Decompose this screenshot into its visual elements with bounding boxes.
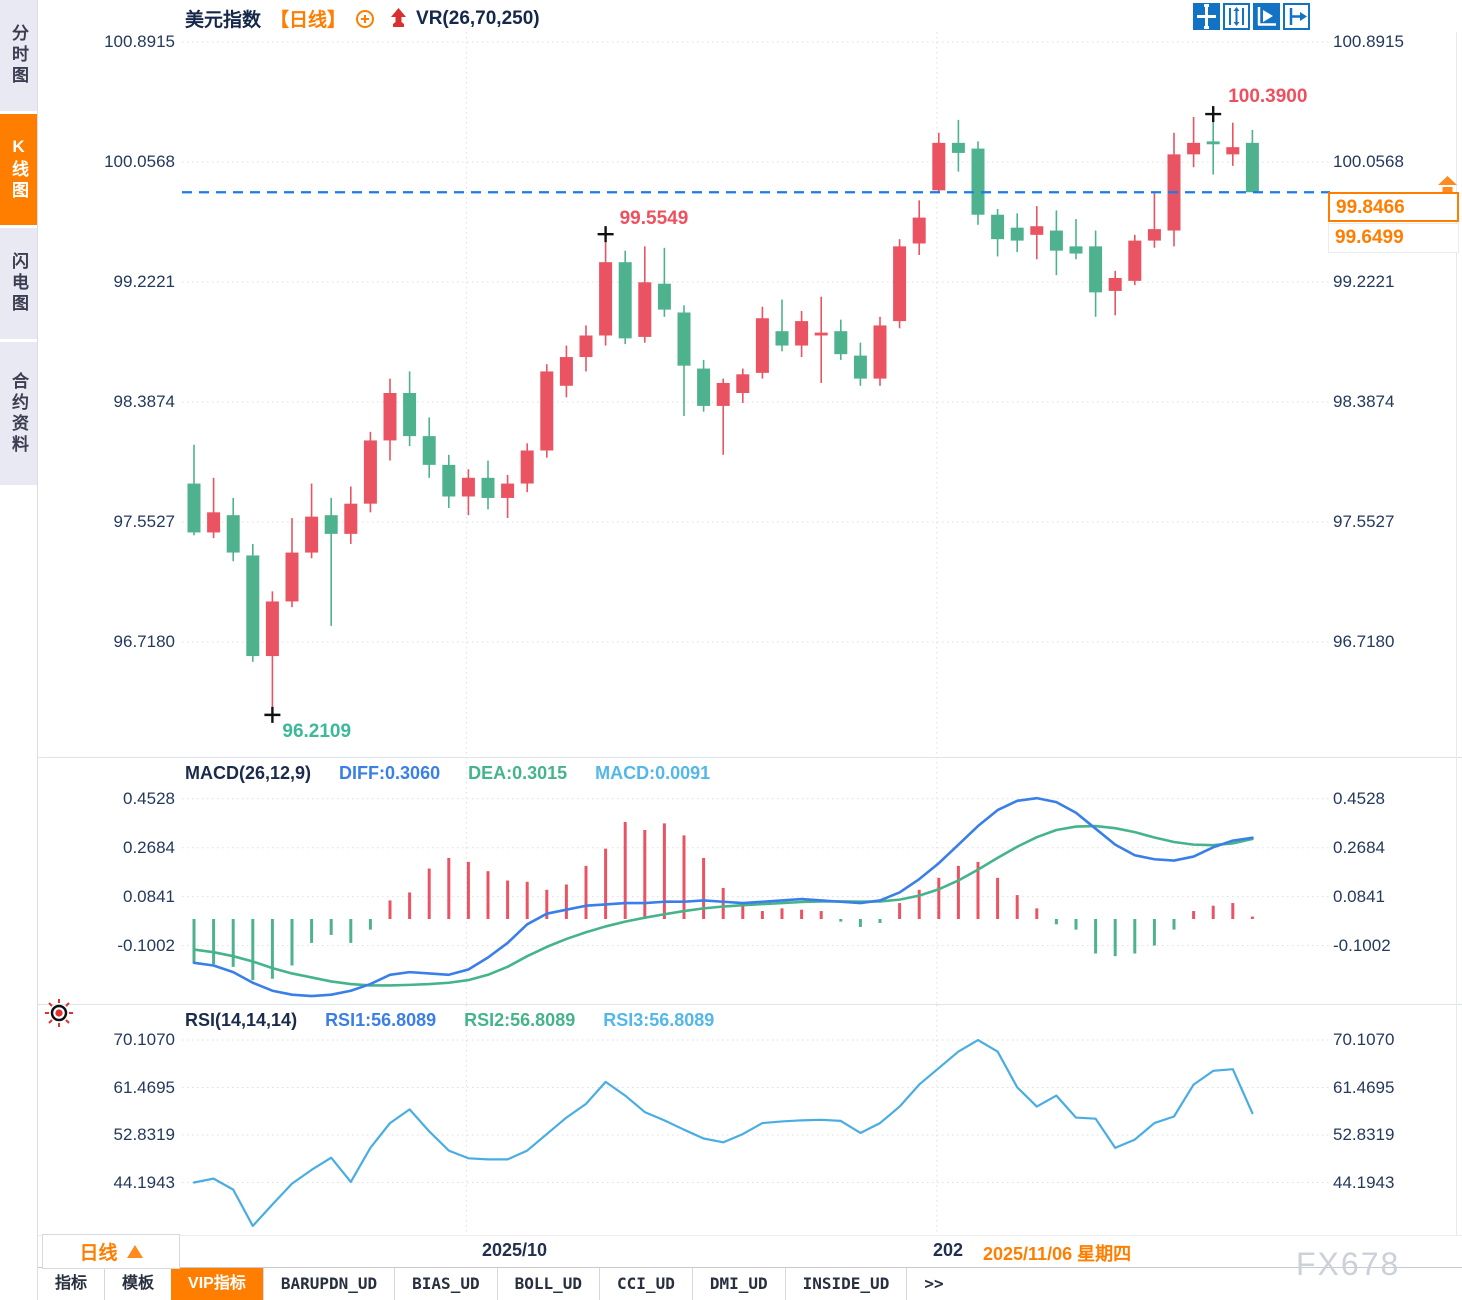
secondary-price-label: 99.6499 <box>1328 223 1459 253</box>
price-axis-label: 100.0568 <box>104 151 175 171</box>
macd-dea-value: DEA:0.3015 <box>468 763 568 783</box>
bottom-tab-vip指标[interactable]: VIP指标 <box>171 1268 263 1300</box>
macd-diff-value: DIFF:0.3060 <box>339 763 441 783</box>
bottom-tab-boll_ud[interactable]: BOLL_UD <box>496 1268 599 1300</box>
bottom-tab-inside_ud[interactable]: INSIDE_UD <box>784 1268 907 1300</box>
price-axis-label: 99.2221 <box>1333 271 1395 291</box>
sidebar-item-candlestick-chart[interactable]: K线图 <box>0 114 37 225</box>
bottom-tab-barupdn_ud[interactable]: BARUPDN_UD <box>262 1268 394 1300</box>
rsi-axis-label: 52.8319 <box>1333 1125 1395 1144</box>
bottom-tab-cci_ud[interactable]: CCI_UD <box>599 1268 692 1300</box>
time-label-partial: 202 <box>933 1240 964 1260</box>
price-axis-label: 99.2221 <box>113 271 175 291</box>
add-indicator-icon[interactable] <box>355 9 375 29</box>
time-label-current-date: 2025/11/06 星期四 <box>977 1240 1138 1266</box>
macd-axis-label: -0.1002 <box>1333 935 1391 955</box>
sidebar-item-label: 合约资料 <box>9 371 28 456</box>
sun-settings-icon[interactable] <box>44 998 74 1033</box>
vr-indicator-label[interactable]: VR(26,70,250) <box>416 7 540 29</box>
macd-axis-label: 0.4528 <box>1333 788 1385 808</box>
rsi-axis-label: 70.1070 <box>113 1030 175 1049</box>
rsi-panel[interactable] <box>182 1005 1330 1235</box>
rsi-axis-label: 61.4695 <box>113 1077 175 1097</box>
macd-title[interactable]: MACD(26,12,9) <box>185 763 312 783</box>
macd-axis-label: 0.4528 <box>123 788 175 808</box>
price-axis-label: 100.8915 <box>1333 32 1404 51</box>
price-axis-label: 97.5527 <box>1333 511 1395 531</box>
sidebar-item-label: K线图 <box>9 137 28 202</box>
chart-header: 美元指数 【日线】 VR(26,70,250) <box>185 5 540 32</box>
macd-panel[interactable] <box>182 757 1330 1005</box>
rsi-title[interactable]: RSI(14,14,14) <box>185 1010 298 1030</box>
auto-fit-icon[interactable] <box>1253 3 1280 30</box>
sidebar-item-timeshare-chart[interactable]: 分时图 <box>0 0 37 111</box>
period-tag[interactable]: 【日线】 <box>270 10 347 31</box>
sidebar-item-label: 闪电图 <box>9 252 28 315</box>
rsi-axis-label: 44.1943 <box>1333 1172 1395 1192</box>
price-axis-label: 100.0568 <box>1333 151 1404 171</box>
bottom-tab-bias_ud[interactable]: BIAS_UD <box>394 1268 496 1300</box>
rsi1-value: RSI1:56.8089 <box>325 1010 437 1030</box>
high-price-annotation: 100.3900 <box>1228 86 1308 108</box>
triangle-up-icon <box>126 1245 143 1258</box>
period-dropdown-button[interactable]: 日线 <box>42 1234 180 1269</box>
period-dropdown-label: 日线 <box>79 1243 118 1264</box>
sidebar-item-label: 分时图 <box>9 24 28 87</box>
macd-axis-label: 0.2684 <box>123 837 175 857</box>
current-price-label: 99.8466 <box>1328 192 1459 222</box>
price-axis-label: 98.3874 <box>113 391 175 411</box>
sidebar-item-lightning-chart[interactable]: 闪电图 <box>0 228 37 339</box>
rsi-axis-label: 61.4695 <box>1333 1077 1395 1097</box>
chart-toolbar <box>1193 3 1310 30</box>
rsi-label-row: RSI(14,14,14) RSI1:56.8089 RSI2:56.8089 … <box>185 1010 714 1031</box>
price-axis-label: 96.7180 <box>1333 631 1395 651</box>
rsi-axis-label: 70.1070 <box>1333 1030 1395 1049</box>
right-axis-border <box>1456 32 1457 1235</box>
macd-panel-divider <box>38 757 1462 758</box>
rsi-panel-divider <box>38 1004 1462 1005</box>
left-sidebar: 分时图 K线图 闪电图 合约资料 <box>0 0 38 1300</box>
candlestick-panel[interactable] <box>182 32 1330 757</box>
rsi-axis-label: 44.1943 <box>113 1172 175 1192</box>
bottom-tab-模板[interactable]: 模板 <box>104 1268 171 1300</box>
symbol-title: 美元指数 <box>185 10 262 31</box>
bottom-tab-指标[interactable]: 指标 <box>55 1275 88 1292</box>
indicator-tab-bar: 指标 模板 VIP指标 BARUPDN_UD BIAS_UD BOLL_UD CCI_UD D… <box>38 1267 1462 1300</box>
price-axis-label: 97.5527 <box>113 511 175 531</box>
rsi-axis-label: 52.8319 <box>113 1125 175 1144</box>
move-crosshair-icon[interactable] <box>1193 3 1220 30</box>
bottom-tab-dmi_ud[interactable]: DMI_UD <box>691 1268 785 1300</box>
go-to-latest-icon[interactable] <box>1283 3 1310 30</box>
macd-axis-label: -0.1002 <box>117 935 175 955</box>
macd-axis-label: 0.2684 <box>1333 837 1385 857</box>
macd-axis-label: 0.0841 <box>1333 886 1385 906</box>
up-arrow-icon <box>390 7 407 30</box>
axis-scale-icon[interactable] <box>1223 3 1250 30</box>
rsi2-value: RSI2:56.8089 <box>464 1010 576 1030</box>
price-axis-label: 96.7180 <box>113 631 175 651</box>
watermark: FX678 <box>1296 1246 1401 1282</box>
current-price-arrow-icon <box>1436 176 1459 198</box>
price-axis-label: 100.8915 <box>104 32 175 51</box>
time-label-october: 2025/10 <box>482 1240 548 1260</box>
bottom-tab-[interactable]: >> <box>906 1268 960 1300</box>
low-price-annotation: 96.2109 <box>282 720 352 742</box>
macd-label-row: MACD(26,12,9) DIFF:0.3060 DEA:0.3015 MAC… <box>185 763 710 784</box>
macd-macd-value: MACD:0.0091 <box>595 763 711 783</box>
peak-price-annotation: 99.5549 <box>619 208 689 230</box>
macd-axis-label: 0.0841 <box>123 886 175 906</box>
time-axis-strip <box>38 1235 1462 1268</box>
rsi3-value: RSI3:56.8089 <box>603 1010 715 1030</box>
price-axis-label: 98.3874 <box>1333 391 1395 411</box>
sidebar-item-contract-info[interactable]: 合约资料 <box>0 342 37 485</box>
